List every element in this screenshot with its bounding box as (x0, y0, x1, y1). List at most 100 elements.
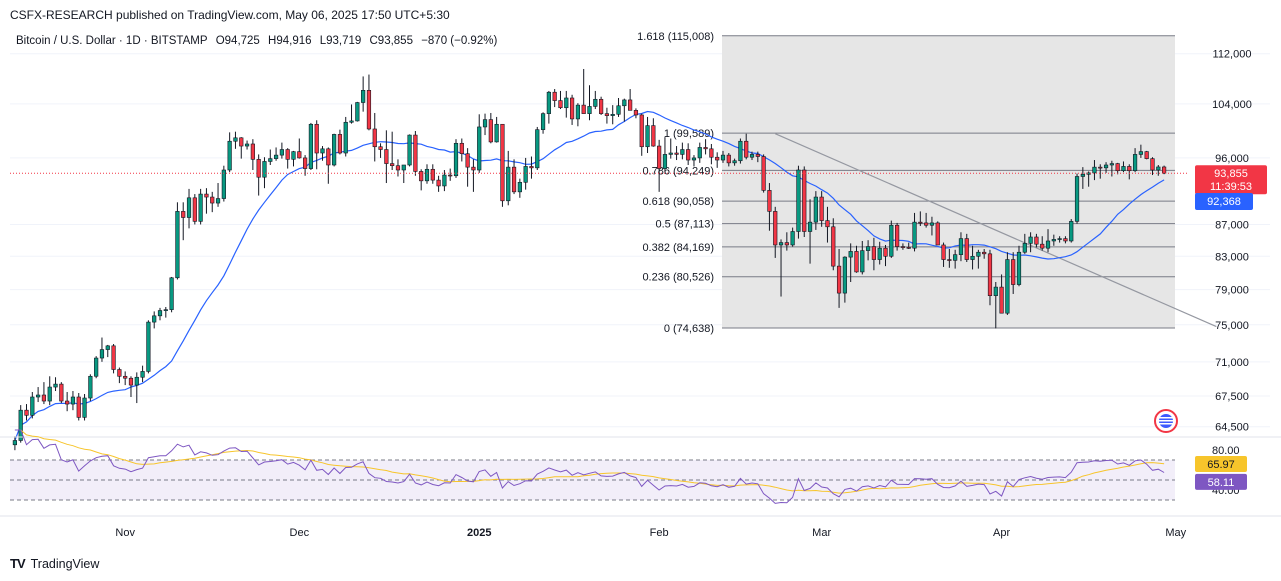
candle-body-down (784, 242, 789, 246)
candle (1121, 161, 1126, 173)
candle-body-up (1156, 166, 1161, 171)
ohlc-low: L93,719 (319, 35, 362, 47)
last-price-tag-text: 93,855 (1214, 168, 1248, 180)
candle-body-down (1011, 259, 1016, 285)
candle-body-up (1132, 154, 1138, 172)
candle (273, 147, 279, 161)
candle-body-up (1022, 243, 1027, 253)
candle-body-down (384, 149, 389, 164)
symbol-legend[interactable]: Bitcoin / U.S. Dollar · 1D · BITSTAMP O9… (16, 35, 502, 47)
candle (587, 85, 592, 121)
candle (465, 148, 470, 187)
candle (657, 139, 662, 192)
candle-body-down (552, 91, 557, 101)
candle (813, 191, 818, 230)
candle-body-up (36, 394, 41, 398)
candle-body-up (593, 98, 598, 107)
candle-body-up (99, 349, 105, 359)
candle (1161, 165, 1167, 175)
fib-level-label: 0.618 (90,058) (642, 196, 714, 208)
candle (1063, 236, 1068, 244)
candle (964, 233, 969, 263)
candle-body-down (41, 394, 47, 402)
candle (680, 142, 685, 160)
candle (732, 158, 737, 166)
candle (41, 382, 47, 405)
candle (517, 178, 522, 198)
fib-level-label: 0.382 (84,169) (642, 242, 714, 254)
candle-body-up (813, 196, 818, 223)
candle-body-down (378, 146, 383, 150)
flag-icon[interactable] (1154, 409, 1178, 433)
candle-body-up (1074, 176, 1080, 222)
candle-body-up (453, 142, 459, 177)
candle-body-down (1127, 166, 1132, 172)
candle-body-down (982, 251, 987, 255)
candle-body-down (372, 128, 377, 148)
candle (123, 371, 128, 386)
candle-body-up (1069, 221, 1074, 242)
candle (929, 216, 935, 236)
candle (999, 274, 1004, 314)
rsi-line (14, 429, 1165, 504)
candle-body-up (1121, 166, 1126, 172)
candle-body-down (285, 149, 290, 160)
candle (842, 256, 847, 303)
candle (895, 222, 900, 251)
fibonacci-retracement[interactable]: 1.618 (115,008) 1 (99,589) 0.786 (94,249) 0… (637, 31, 1175, 335)
candle (993, 282, 998, 329)
candle (558, 90, 563, 110)
candle-body-up (1080, 174, 1085, 177)
fib-level-label: 1.618 (115,008) (637, 31, 714, 43)
candle-body-up (361, 90, 366, 103)
tradingview-logo[interactable]: TV TradingView (10, 556, 99, 571)
candle (163, 306, 168, 318)
candle (1080, 167, 1085, 189)
candlestick-layer[interactable] (10, 68, 1187, 451)
candle (320, 146, 325, 161)
candle (1051, 234, 1056, 246)
candle (645, 116, 650, 154)
flag-stripe (1159, 423, 1173, 425)
candle-body-up (1016, 251, 1022, 285)
axis-layer[interactable]: 112,000 104,000 96,000 87,000 83,000 79,000 75… (0, 49, 1281, 539)
candle-body-up (482, 119, 488, 128)
candle (987, 249, 993, 306)
candle (883, 244, 888, 267)
candle-body-down (726, 154, 731, 164)
candle (1150, 157, 1155, 176)
candle-body-up (976, 251, 981, 257)
candle (36, 387, 41, 403)
candle (76, 393, 81, 421)
candle-body-down (65, 400, 70, 405)
candle (494, 116, 499, 143)
candle (865, 240, 871, 261)
price-tick-label: 75,000 (1215, 320, 1249, 332)
candle (755, 151, 760, 163)
candle (30, 392, 35, 419)
symbol-name[interactable]: Bitcoin / U.S. Dollar · 1D · BITSTAMP (16, 35, 208, 47)
trendline-layer[interactable] (774, 133, 1217, 328)
candle (854, 245, 859, 273)
candle-body-up (221, 169, 226, 199)
candle (935, 221, 940, 246)
candle (152, 311, 157, 329)
candle (140, 365, 145, 383)
candle-body-up (268, 158, 273, 162)
candle (134, 372, 139, 404)
candle (297, 138, 302, 159)
candle (24, 404, 29, 421)
candle (906, 242, 911, 249)
candle (1074, 173, 1080, 224)
candle (459, 138, 464, 162)
ohlc-close: C93,855 (369, 35, 413, 47)
candle-body-down (1161, 166, 1167, 174)
rsi-value-tag-text: 58.11 (1208, 477, 1235, 489)
rsi-pane[interactable] (0, 429, 1281, 504)
candle-body-down (987, 253, 993, 296)
candle-body-down (1144, 151, 1149, 159)
candle-body-up (157, 310, 163, 317)
candle (947, 248, 952, 268)
